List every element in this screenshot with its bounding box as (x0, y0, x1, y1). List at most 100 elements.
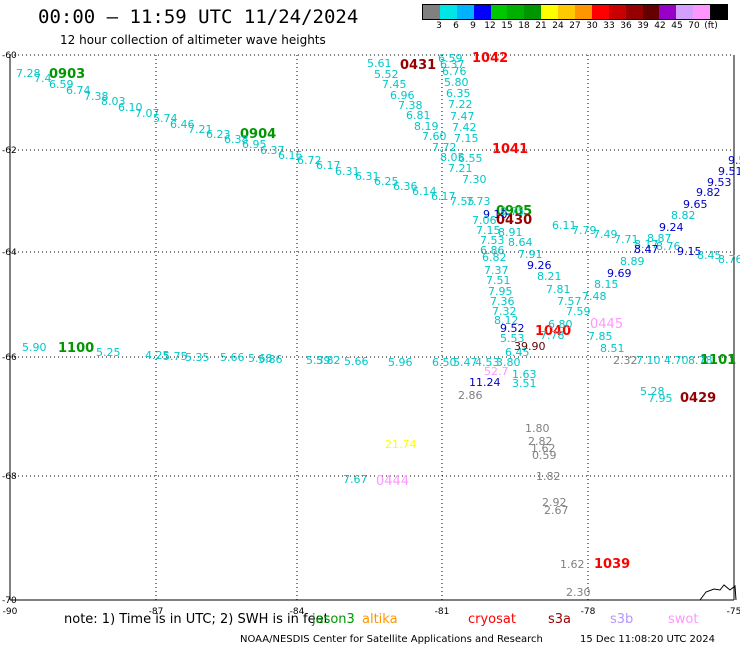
wave-height-label: 0905 (496, 204, 532, 219)
color-scale-label: 33 (603, 21, 615, 31)
wave-height-label: 2.86 (458, 389, 483, 402)
wave-height-label: 8.21 (537, 270, 562, 283)
wave-height-label: 6.80 (548, 318, 573, 331)
wave-height-label: 8.89 (620, 255, 645, 268)
latitude-tick-label: -68 (2, 472, 17, 482)
wave-height-label: 7.06 (472, 214, 497, 227)
wave-height-label: 6.11 (552, 219, 577, 232)
color-scale-cell (693, 5, 711, 19)
wave-height-label: 5.66 (344, 355, 369, 368)
wave-height-label: 1040 (535, 324, 571, 339)
wave-height-label: 0903 (49, 67, 85, 82)
color-scale-cell (473, 5, 491, 19)
wave-height-label: 8.03 (101, 95, 126, 108)
color-scale-label: 42 (654, 21, 666, 31)
wave-height-label: 2.82 (528, 435, 553, 448)
legend-item: swot (668, 612, 699, 627)
color-scale-cell (659, 5, 677, 19)
color-scale-label: 45 (671, 21, 683, 31)
wave-height-label: 9.52 (500, 322, 525, 335)
wave-height-label: 3.51 (512, 377, 537, 390)
wave-height-label: 6.72 (297, 154, 322, 167)
wave-height-label: 1042 (472, 51, 508, 66)
wave-height-label: 8.82 (671, 209, 696, 222)
wave-height-label: 9.82 (696, 186, 721, 199)
wave-height-label: 2.92 (542, 496, 567, 509)
wave-height-label: 6.96 (390, 89, 415, 102)
wave-height-label: 0444 (376, 474, 409, 489)
wave-height-label: 7.21 (448, 162, 473, 175)
color-scale-label: 18 (518, 21, 530, 31)
color-scale-label: 70 (688, 21, 700, 31)
wave-height-label: 6.46 (170, 118, 195, 131)
latitude-tick-label: -62 (2, 146, 17, 156)
wave-height-label: 1.63 (512, 368, 537, 381)
wave-height-label: 7.95 (488, 285, 513, 298)
wave-height-label: 7.45 (382, 78, 407, 91)
wave-height-label: 7.37 (484, 264, 509, 277)
wave-height-label: 5.47 (453, 356, 478, 369)
wave-height-label: 7.48 (582, 290, 607, 303)
wave-height-label: 5.80 (444, 76, 469, 89)
map-axis-ticks: -90 -87 -84 -81 -78 -75 -60 -62 -64 -66 -68 -70 (2, 51, 740, 617)
wave-height-label: 7.21 (188, 123, 213, 136)
color-scale-label: 3 (436, 21, 442, 31)
wave-height-label: 8.51 (600, 342, 625, 355)
wave-height-label: 6.55 (458, 152, 483, 165)
timestamp-text: 15 Dec 11:08:20 UTC 2024 (580, 634, 715, 645)
wave-height-label: 5.61 (367, 57, 392, 70)
wave-height-label: 52.7 (484, 365, 509, 378)
wave-height-label: 7.32 (492, 305, 517, 318)
wave-height-label: 7.47 (450, 110, 475, 123)
wave-height-label: 8.47 (634, 243, 659, 256)
color-scale-label: 30 (586, 21, 598, 31)
wave-height-label: 7.55 (450, 195, 475, 208)
wave-height-label: 7.49 (593, 228, 618, 241)
wave-height-label: 5.74 (153, 112, 178, 125)
wave-height-label: 7.57 (557, 295, 582, 308)
wave-height-label: 5.90 (22, 341, 47, 354)
longitude-tick-label: -87 (149, 607, 164, 617)
wave-height-label: 8.17 (634, 238, 659, 251)
color-scale-bar (422, 4, 728, 20)
wave-height-labels: 0903 0904 0905 1100 1101 0431 0430 0429 1042 1041… (16, 51, 740, 599)
wave-height-label: 8.12 (494, 314, 519, 327)
wave-height-label: 7.78 (540, 329, 565, 342)
wave-height-label: 6.31 (335, 165, 360, 178)
note-text: note: 1) Time is in UTC; 2) SWH is in fe… (64, 612, 329, 627)
color-scale-label: 27 (569, 21, 581, 31)
wave-height-label: 6.17 (431, 190, 456, 203)
wave-height-label: 9.65 (683, 198, 708, 211)
wave-height-label: 6.10 (118, 101, 143, 114)
longitude-tick-label: -81 (435, 607, 450, 617)
wave-height-label: 7.73 (466, 195, 491, 208)
color-scale-label: 6 (453, 21, 459, 31)
color-scale-cell (456, 5, 474, 19)
wave-height-label: 7.22 (448, 98, 473, 111)
wave-height-label: 7.67 (343, 473, 368, 486)
wave-height-label: 7.81 (546, 283, 571, 296)
wave-height-label: 6.25 (374, 175, 399, 188)
wave-height-label: 7.07 (135, 107, 160, 120)
wave-height-label: 5.28 (640, 385, 665, 398)
wave-height-label: 7.30 (462, 173, 487, 186)
longitude-tick-label: -78 (581, 607, 596, 617)
wave-height-label: 7.59 (566, 305, 591, 318)
wave-height-label: 6.76 (442, 65, 467, 78)
wave-height-label: 5.86 (258, 353, 283, 366)
page-subtitle: 12 hour collection of altimeter wave hei… (60, 33, 326, 47)
wave-height-label: 7.4 (34, 72, 52, 85)
wave-height-label: 6.38 (224, 133, 249, 146)
wave-height-label: 2.67 (544, 504, 569, 517)
wave-height-label: 7.85 (588, 330, 613, 343)
wave-height-label: 0430 (496, 213, 532, 228)
wave-height-label: 39.90 (514, 340, 546, 353)
wave-height-label: 7.28 (16, 67, 41, 80)
wave-height-label: 1.82 (536, 470, 561, 483)
wave-height-label: 7.15 (454, 132, 479, 145)
wave-height-label: 6.59 (49, 78, 74, 91)
wave-height-label: 7.51 (486, 274, 511, 287)
wave-height-label: 6.14 (412, 185, 437, 198)
color-scale-cell (507, 5, 525, 19)
